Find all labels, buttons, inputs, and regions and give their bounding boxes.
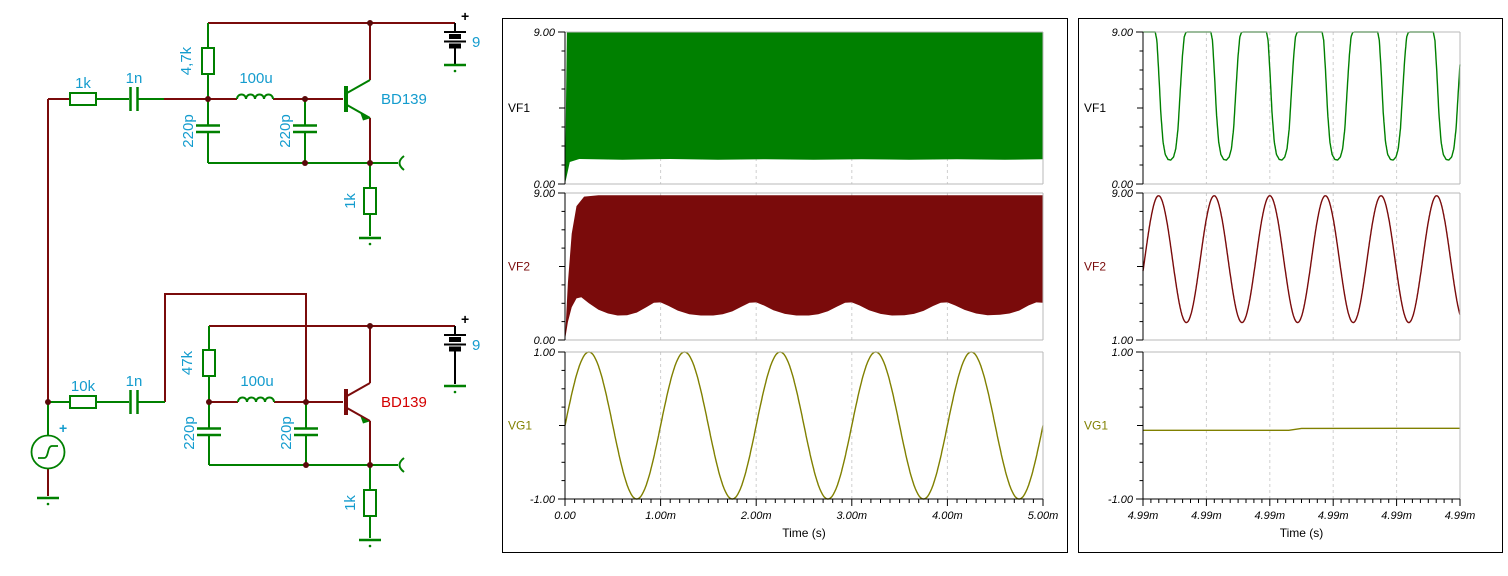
- capacitor-1n-bottom[interactable]: 1n: [126, 373, 143, 414]
- output-terminal-bottom-icon[interactable]: [398, 457, 405, 473]
- ytick-label: 0.00: [534, 179, 556, 191]
- ground-icon: [359, 538, 381, 548]
- ytick-label: 1.00: [534, 347, 556, 359]
- battery-top-plus: +: [461, 8, 469, 24]
- wires-bottom-green: [47, 326, 398, 538]
- transistor-bd139-top[interactable]: BD139: [344, 79, 427, 121]
- ytick-label: 1.00: [1112, 335, 1134, 347]
- battery-9v-bottom[interactable]: + 9: [444, 311, 480, 354]
- ytick-label: 9.00: [534, 27, 556, 39]
- inductor-100u-bottom[interactable]: 100u: [237, 373, 275, 403]
- series-vg1-trace: [1143, 427, 1461, 431]
- xtick-label: 2.00m: [740, 510, 772, 522]
- transistor-bd139-bottom-label: BD139: [381, 394, 427, 411]
- resistor-1k-emitter-top-label: 1k: [342, 193, 359, 209]
- resistor-10k-label: 10k: [71, 378, 96, 395]
- xtick-label: 4.99m: [1381, 510, 1412, 522]
- xtick-label: 4.99m: [1445, 510, 1476, 522]
- series-label-vf2: VF2: [1084, 260, 1106, 274]
- series-vg1-trace: [564, 351, 1044, 500]
- emitter-arrow-icon: [360, 113, 370, 121]
- capacitor-1n-top[interactable]: 1n: [126, 70, 143, 111]
- ytick-label: -1.00: [530, 494, 556, 506]
- battery-9v-top[interactable]: + 9: [444, 8, 480, 51]
- xtick-label: 5.00m: [1028, 510, 1059, 522]
- capacitor-220p-right-top[interactable]: 220p: [277, 114, 317, 148]
- capacitor-1n-bottom-label: 1n: [126, 373, 143, 390]
- series-label-vg1: VG1: [508, 419, 532, 433]
- resistor-1k-input-top-label: 1k: [75, 75, 91, 92]
- inductor-100u-bottom-label: 100u: [240, 373, 273, 390]
- resistor-4k7-bias-top[interactable]: 4,7k: [178, 46, 215, 75]
- capacitor-1n-top-label: 1n: [126, 70, 143, 87]
- series-vf1-trace: [1143, 31, 1461, 161]
- ytick-label: 9.00: [1112, 27, 1134, 39]
- transistor-bd139-top-label: BD139: [381, 91, 427, 108]
- series-label-vg1: VG1: [1084, 419, 1108, 433]
- inductor-100u-top-label: 100u: [239, 70, 272, 87]
- resistor-1k-input-top[interactable]: 1k: [69, 75, 97, 106]
- ytick-label: 9.00: [1112, 188, 1134, 200]
- resistor-47k-label: 47k: [179, 350, 196, 375]
- voltage-source[interactable]: +: [30, 420, 68, 470]
- output-terminal-top-icon[interactable]: [398, 155, 405, 171]
- ytick-label: 0.00: [1112, 179, 1134, 191]
- resistor-10k-input-bottom[interactable]: 10k: [69, 378, 97, 409]
- capacitor-220p-right-bottom[interactable]: 220p: [278, 416, 318, 450]
- battery-bottom-plus: +: [461, 311, 469, 327]
- wires-top-green: [96, 23, 456, 236]
- series-vf1-trace: [565, 32, 1043, 184]
- ground-icon: [37, 496, 59, 506]
- resistor-1k-emitter-bottom[interactable]: 1k: [342, 489, 377, 517]
- xtick-label: 4.00m: [932, 510, 963, 522]
- ground-icon: [444, 384, 466, 394]
- battery-top-value: 9: [472, 34, 480, 51]
- ground-icon: [444, 63, 466, 73]
- capacitor-220p-left-top[interactable]: 220p: [180, 114, 220, 148]
- xtick-label: 4.99m: [1255, 510, 1286, 522]
- x-axis-title: Time (s): [782, 526, 826, 540]
- series-label-vf2: VF2: [508, 260, 530, 274]
- resistor-47k-bias-bottom[interactable]: 47k: [179, 349, 216, 377]
- capacitor-220p-left-bottom-label: 220p: [181, 416, 198, 449]
- xtick-label: 0.00: [554, 510, 576, 522]
- resistor-1k-emitter-top[interactable]: 1k: [342, 187, 377, 215]
- xtick-label: 3.00m: [837, 510, 868, 522]
- capacitor-220p-right-bottom-label: 220p: [278, 416, 295, 449]
- xtick-label: 4.99m: [1318, 510, 1349, 522]
- source-plus: +: [59, 420, 67, 436]
- ytick-label: 9.00: [534, 188, 556, 200]
- capacitor-220p-left-bottom[interactable]: 220p: [181, 416, 221, 450]
- emitter-arrow-icon: [360, 416, 370, 424]
- inductor-100u-top[interactable]: 100u: [236, 70, 274, 100]
- series-vf2-trace: [1142, 195, 1461, 324]
- circuit-schematic: 1k 1n 4,7k 100u 220p 220p BD139: [30, 8, 480, 548]
- waveform-window-zoom: 9.00 0.00 VF1 9.00 1.00 VF2 1.00 -1.00 VG1 4.99m 4…: [1078, 18, 1503, 553]
- waveform-window-full: 9.00 0.00 VF1 9.00 0.00 VF2 1.00 -1.00 VG1 0.00 1.…: [502, 18, 1068, 553]
- xtick-label: 4.99m: [1191, 510, 1222, 522]
- resistor-1k-emitter-bottom-label: 1k: [342, 495, 359, 511]
- ground-icon: [359, 236, 381, 246]
- series-vf2-trace: [565, 195, 1043, 340]
- junction-dots: [45, 20, 373, 468]
- ytick-label: -1.00: [1108, 494, 1134, 506]
- series-label-vf1: VF1: [508, 101, 530, 115]
- resistor-4k7-label: 4,7k: [178, 46, 195, 75]
- series-label-vf1: VF1: [1084, 101, 1106, 115]
- xtick-label: 4.99m: [1128, 510, 1159, 522]
- capacitor-220p-right-top-label: 220p: [277, 114, 294, 147]
- xtick-label: 1.00m: [645, 510, 676, 522]
- transistor-bd139-bottom[interactable]: BD139: [344, 382, 427, 424]
- ytick-label: 0.00: [534, 335, 556, 347]
- capacitor-220p-left-top-label: 220p: [180, 114, 197, 147]
- battery-bottom-value: 9: [472, 337, 480, 354]
- ytick-label: 1.00: [1112, 347, 1134, 359]
- x-axis-title: Time (s): [1280, 526, 1324, 540]
